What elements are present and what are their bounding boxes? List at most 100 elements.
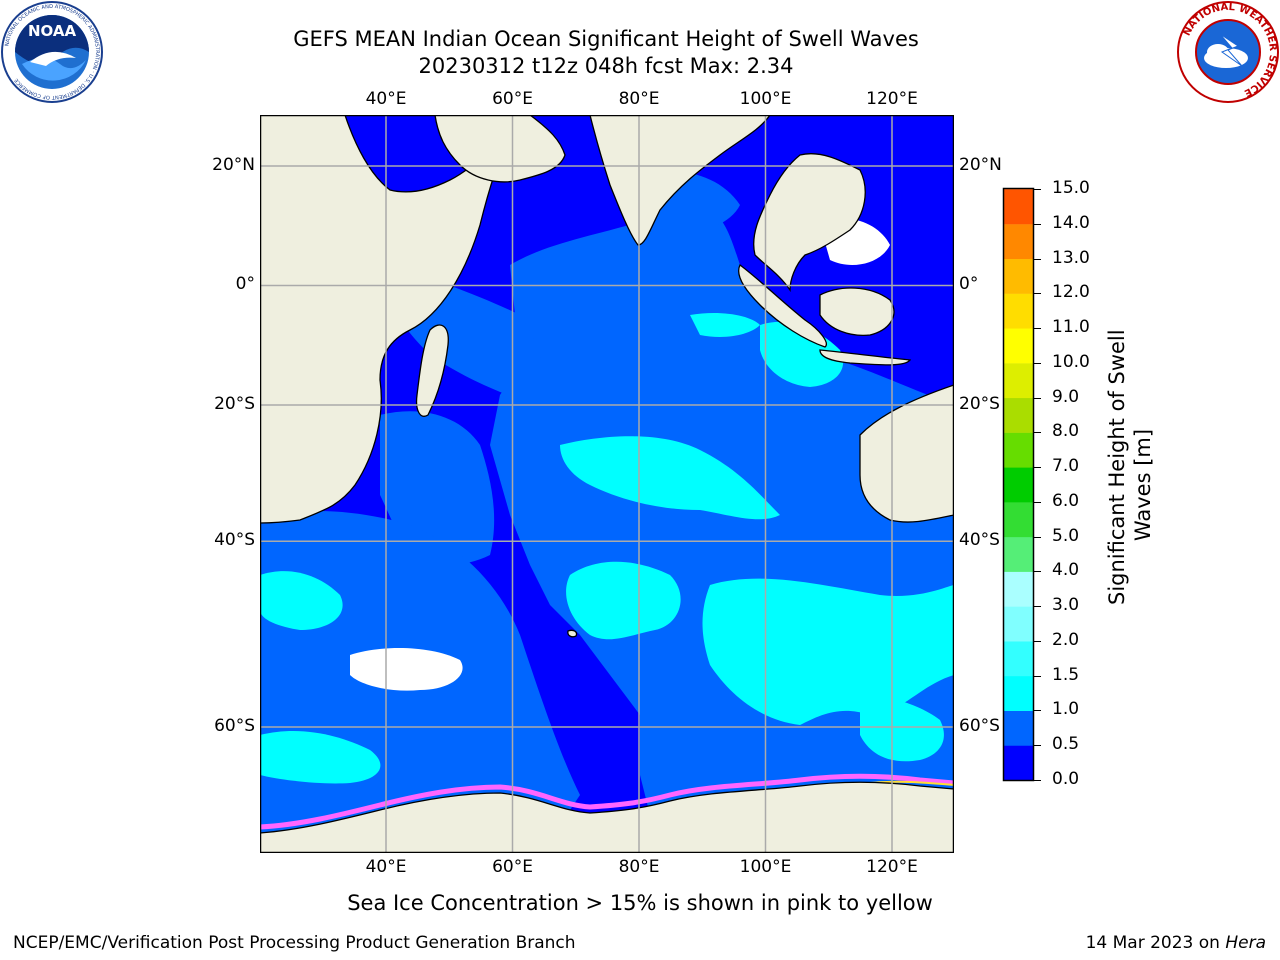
noaa-logo-text: NOAA <box>28 22 77 40</box>
swell-1-0-central <box>566 561 681 640</box>
land-madagascar <box>415 324 449 417</box>
map-panel <box>260 115 954 853</box>
bottom-lon-tick: 80°E <box>618 857 660 877</box>
top-lon-tick: 60°E <box>492 89 533 109</box>
nws-logo: NATIONAL WEATHER SERVICE <box>1177 1 1279 103</box>
colorbar-frame <box>1002 187 1035 782</box>
top-lon-tick: 100°E <box>739 89 792 109</box>
colorbar-tick-label: 4.0 <box>1052 560 1080 581</box>
bottom-lon-tick: 120°E <box>866 857 918 877</box>
left-lat-tick: 0° <box>235 274 255 295</box>
colorbar-cell <box>1004 606 1033 642</box>
colorbar-tick-mark <box>1034 328 1041 330</box>
colorbar-cell <box>1004 501 1033 538</box>
colorbar-cell <box>1004 223 1033 260</box>
footer-date-text: 14 Mar 2023 on <box>1085 933 1226 953</box>
left-lat-tick: 60°S <box>214 716 255 736</box>
colorbar-tick-label: 3.0 <box>1052 595 1080 616</box>
colorbar-cell <box>1004 432 1033 468</box>
colorbar-tick-mark <box>1034 745 1041 747</box>
colorbar-tick-label: 1.5 <box>1052 664 1080 685</box>
colorbar-tick-mark <box>1034 223 1041 225</box>
swell-1-0-far-southeast <box>860 695 944 762</box>
colorbar-tick-mark <box>1034 432 1041 434</box>
right-lat-tick: 20°N <box>959 155 1002 175</box>
bottom-lon-tick: 40°E <box>365 857 407 877</box>
colorbar-cell <box>1004 467 1033 503</box>
footer-host: Hera <box>1225 933 1266 953</box>
top-lon-tick: 120°E <box>866 89 918 109</box>
colorbar-cell <box>1004 745 1033 781</box>
colorbar-tick-mark <box>1034 536 1041 538</box>
land-arabia <box>434 115 566 183</box>
colorbar-tick-mark <box>1034 362 1041 364</box>
no-data-patch <box>350 648 463 691</box>
colorbar-tick-label: 10.0 <box>1052 351 1090 372</box>
land-india <box>589 115 771 246</box>
right-lat-tick: 0° <box>959 274 979 295</box>
colorbar-tick-label: 15.0 <box>1052 178 1090 198</box>
sea-ice-edge <box>260 773 954 830</box>
colorbar-tick-label: 9.0 <box>1052 386 1080 407</box>
footer-credit: NCEP/EMC/Verification Post Processing Pr… <box>13 933 576 953</box>
map-title: GEFS MEAN Indian Ocean Significant Heigh… <box>293 27 919 51</box>
map-subtitle: 20230312 t12z 048h fcst Max: 2.34 <box>418 54 794 78</box>
colorbar-cell <box>1004 710 1033 746</box>
colorbar-cell <box>1004 362 1033 399</box>
colorbar-tick-label: 1.0 <box>1052 699 1080 720</box>
colorbar-tick-mark <box>1034 293 1041 295</box>
colorbar-title: Significant Height of Swell Waves [m] <box>1104 329 1156 605</box>
swell-1-0-north-patch <box>690 313 760 337</box>
colorbar-tick-label: 14.0 <box>1052 212 1090 233</box>
land-antarctica <box>260 781 954 853</box>
colorbar-tick-mark <box>1034 258 1041 260</box>
colorbar-cell <box>1004 397 1033 433</box>
colorbar-cell <box>1004 571 1033 607</box>
colorbar-cell <box>1004 189 1033 225</box>
swell-1-0-southwest <box>260 730 381 784</box>
colorbar-cell <box>1004 640 1033 677</box>
colorbar-tick-mark <box>1034 501 1041 503</box>
swell-1-0-region <box>560 436 780 520</box>
colorbar-tick-label: 6.0 <box>1052 490 1080 511</box>
colorbar-tick-label: 8.0 <box>1052 421 1080 442</box>
right-lat-tick: 60°S <box>959 716 1000 736</box>
colorbar-tick-label: 5.0 <box>1052 525 1080 546</box>
left-lat-tick: 20°N <box>212 155 255 175</box>
footer-date: 14 Mar 2023 on Hera <box>1086 933 1266 953</box>
colorbar-title-line2: Waves [m] <box>1131 428 1155 542</box>
colorbar-tick-mark <box>1034 467 1041 469</box>
land-australia <box>859 384 954 523</box>
noaa-logo: NOAA NATIONAL OCEANIC AND ATMOSPHERIC AD… <box>1 1 103 103</box>
colorbar-tick-mark <box>1034 640 1041 642</box>
colorbar-tick-label: 2.0 <box>1052 629 1080 650</box>
left-lat-tick: 20°S <box>214 393 255 414</box>
colorbar-tick-label: 13.0 <box>1052 247 1090 268</box>
top-lon-tick: 80°E <box>618 89 660 109</box>
colorbar-tick-mark <box>1034 710 1041 712</box>
bottom-lon-tick: 60°E <box>492 857 533 877</box>
land-africa <box>260 115 511 524</box>
colorbar-tick-label: 11.0 <box>1052 317 1090 338</box>
colorbar-tick-label: 7.0 <box>1052 456 1080 477</box>
right-lat-tick: 20°S <box>959 393 1000 414</box>
colorbar-cell <box>1004 258 1033 294</box>
land-kerguelen <box>567 629 578 638</box>
colorbar-cell <box>1004 675 1033 711</box>
colorbar-cell <box>1004 293 1033 329</box>
ice-caption: Sea Ice Concentration > 15% is shown in … <box>347 891 933 915</box>
colorbar-tick-label: 12.0 <box>1052 282 1090 303</box>
colorbar-tick-mark <box>1034 189 1041 190</box>
colorbar-cell <box>1004 536 1033 572</box>
colorbar-tick-mark <box>1034 780 1041 781</box>
land-java <box>819 349 912 366</box>
map-grid <box>260 115 954 853</box>
colorbar-tick-label: 0.0 <box>1052 769 1080 789</box>
colorbar-tick-mark <box>1034 675 1041 677</box>
left-lat-tick: 40°S <box>214 530 255 551</box>
bottom-lon-tick: 100°E <box>739 857 792 877</box>
map-frame <box>260 115 954 853</box>
colorbar-tick-mark <box>1034 397 1041 399</box>
colorbar <box>1002 187 1035 782</box>
colorbar-tick-mark <box>1034 571 1041 573</box>
